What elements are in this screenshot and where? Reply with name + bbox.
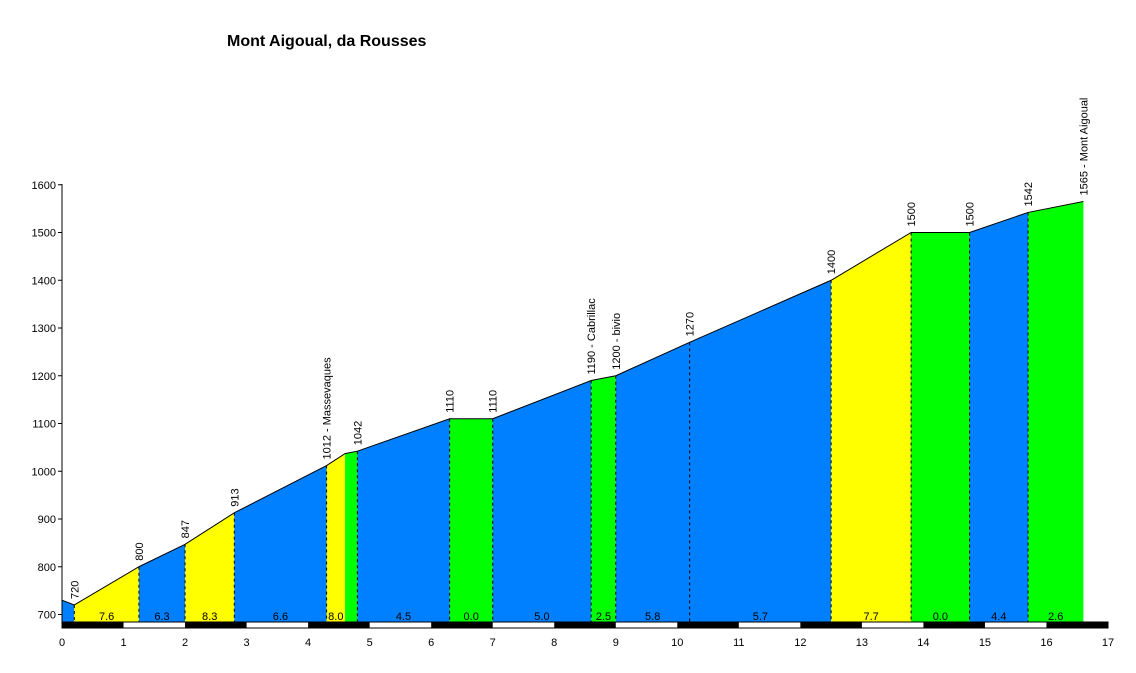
profile-segment-0 <box>62 600 75 622</box>
x-tick-label-10: 10 <box>671 637 683 649</box>
x-tick-label-4: 4 <box>305 637 311 649</box>
y-tick-label-1: 800 <box>38 562 56 574</box>
altitude-annotation-15: 1565 - Mont Aigoual <box>1078 98 1090 196</box>
altitude-annotation-0: 720 <box>69 581 81 599</box>
altitude-annotation-14: 1542 <box>1023 182 1035 206</box>
profile-segment-9 <box>492 380 592 622</box>
x-tick-label-5: 5 <box>367 637 373 649</box>
grade-label-9: 5.0 <box>534 611 549 623</box>
grade-label-10: 2.5 <box>596 611 611 623</box>
altitude-annotations: 720 800 847 913 1012 - Massevaques 1042 1110 11… <box>69 98 1090 599</box>
profile-segment-14 <box>911 232 970 622</box>
grade-label-13: 7.7 <box>863 611 878 623</box>
grade-label-15: 4.4 <box>991 611 1006 623</box>
km-bar-block-16 <box>1046 622 1109 628</box>
km-bar-block-14 <box>923 622 985 628</box>
x-tick-label-17: 17 <box>1102 637 1114 649</box>
x-tick-label-14: 14 <box>917 637 929 649</box>
grade-label-11: 5.8 <box>645 611 660 623</box>
altitude-annotation-5: 1042 <box>352 421 364 445</box>
profile-segment-8 <box>449 418 493 622</box>
altitude-annotation-1: 800 <box>134 542 146 560</box>
profile-segment-16 <box>1028 201 1084 622</box>
profile-segment-10 <box>591 375 616 622</box>
altitude-annotation-6: 1110 <box>445 390 457 413</box>
altitude-annotation-7: 1110 <box>488 390 500 413</box>
x-tick-label-1: 1 <box>120 637 126 649</box>
axes: 700 800 900 1000 1100 1200 1300 1400 1500 1600 <box>32 180 63 622</box>
x-tick-label-6: 6 <box>428 637 434 649</box>
y-tick-label-7: 1400 <box>32 275 56 287</box>
grade-label-7: 4.5 <box>396 611 411 623</box>
y-tick-label-9: 1600 <box>32 180 56 192</box>
x-tick-label-7: 7 <box>490 637 496 649</box>
grade-label-2: 6.3 <box>154 611 169 623</box>
km-bar-block-6 <box>431 622 493 628</box>
altitude-annotation-2: 847 <box>180 520 192 538</box>
y-tick-label-8: 1500 <box>32 228 56 240</box>
y-tick-label-4: 1100 <box>32 419 56 431</box>
altitude-annotation-12: 1500 <box>906 202 918 226</box>
segment-dividers <box>73 212 1029 622</box>
grade-label-12: 5.7 <box>753 611 768 623</box>
altitude-annotation-4: 1012 - Massevaques <box>322 357 334 460</box>
altitude-annotation-10: 1270 <box>685 312 697 336</box>
x-tick-label-3: 3 <box>244 637 250 649</box>
x-tick-label-11: 11 <box>733 637 744 649</box>
x-tick-label-9: 9 <box>613 637 619 649</box>
y-tick-label-0: 700 <box>38 610 56 622</box>
grade-label-5: 8.0 <box>328 611 343 623</box>
profile-segment-5 <box>326 453 346 622</box>
altitude-annotation-3: 913 <box>229 488 241 506</box>
km-bar-block-10 <box>677 622 739 628</box>
profile-outline <box>61 200 1084 606</box>
x-tick-label-16: 16 <box>1040 637 1052 649</box>
grade-label-4: 6.6 <box>273 611 288 623</box>
profile-segment-4 <box>234 465 327 622</box>
x-tick-label-0: 0 <box>59 637 65 649</box>
altitude-annotation-11: 1400 <box>826 250 838 274</box>
profile-line <box>61 200 1084 606</box>
chart-title: Mont Aigoual, da Rousses <box>227 33 427 50</box>
y-tick-label-6: 1300 <box>32 323 56 335</box>
profile-segments <box>62 201 1084 622</box>
profile-segment-3 <box>185 512 235 622</box>
altitude-annotation-8: 1190 - Cabrillac <box>586 298 598 375</box>
profile-segment-11 <box>615 342 690 622</box>
km-bar-block-12 <box>800 622 862 628</box>
profile-segment-15 <box>969 212 1029 622</box>
profile-segment-13 <box>831 232 912 622</box>
x-tick-label-13: 13 <box>856 637 868 649</box>
profile-segment-12 <box>689 280 832 622</box>
profile-segment-6 <box>345 451 358 622</box>
altitude-annotation-13: 1500 <box>965 202 977 226</box>
km-bar: 0 1 2 3 4 5 6 7 8 9 10 11 12 13 14 15 16 17 <box>59 621 1114 649</box>
profile-segment-1 <box>74 566 139 622</box>
profile-segment-7 <box>357 418 450 622</box>
grade-labels: 7.6 6.3 8.3 6.6 8.0 4.5 0.0 5.0 2.5 5.8 5.7 7.7 0.0 4… <box>99 611 1063 623</box>
y-tick-label-2: 900 <box>38 514 56 526</box>
x-tick-label-2: 2 <box>182 637 188 649</box>
grade-label-1: 7.6 <box>99 611 114 623</box>
km-bar-block-8 <box>554 622 616 628</box>
y-tick-label-5: 1200 <box>32 371 56 383</box>
x-tick-label-8: 8 <box>551 637 557 649</box>
grade-label-16: 2.6 <box>1048 611 1063 623</box>
km-bar-block-0 <box>62 622 124 628</box>
grade-label-8: 0.0 <box>464 611 479 623</box>
x-tick-label-15: 15 <box>979 637 991 649</box>
km-bar-block-4 <box>308 622 370 628</box>
grade-label-14: 0.0 <box>933 611 948 623</box>
profile-segment-2 <box>138 544 186 622</box>
y-tick-label-3: 1000 <box>32 466 56 478</box>
km-bar-block-2 <box>185 622 247 628</box>
grade-label-3: 8.3 <box>202 611 217 623</box>
altitude-annotation-9: 1200 - bivio <box>611 313 623 370</box>
x-tick-label-12: 12 <box>794 637 806 649</box>
